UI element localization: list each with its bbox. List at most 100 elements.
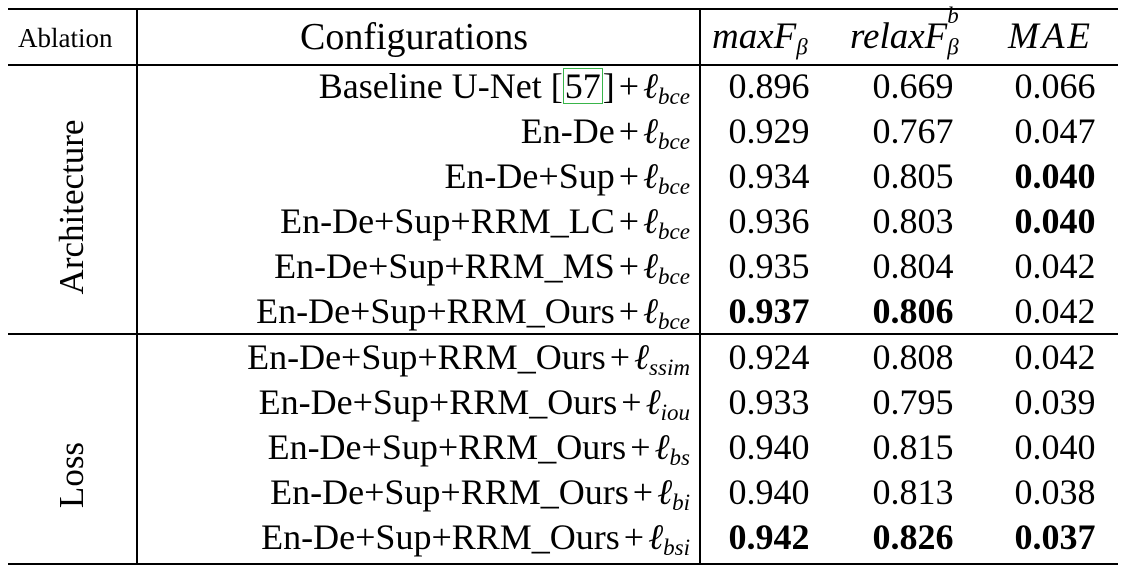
loss-subscript: ssim: [649, 353, 690, 380]
plus-sign: +: [621, 382, 642, 422]
value-mae: 0.047: [1014, 111, 1096, 151]
value-relaxf: 0.813: [872, 472, 954, 512]
header-maxf: maxFβ: [712, 18, 808, 59]
value-relaxf: 0.669: [872, 66, 954, 106]
plus-sign: +: [618, 246, 640, 286]
config-name: En-De+Sup+RRM_Ours: [258, 382, 618, 422]
plus-sign: +: [609, 337, 631, 377]
loss-term: ℓbce: [643, 201, 690, 244]
header-relaxf: relaxF b β: [850, 4, 959, 60]
value-mae: 0.037: [1014, 517, 1096, 557]
value-maxf: 0.933: [728, 382, 810, 422]
config-name: En-De: [520, 111, 615, 151]
header-relaxf-sup: b: [947, 3, 959, 29]
config-name: En-De+Sup+RRM_Ours: [256, 291, 615, 331]
header-maxf-base: maxF: [712, 16, 797, 57]
header-ablation: Ablation: [18, 23, 113, 53]
header-configurations: Configurations: [300, 16, 528, 58]
config-cell: En-De + ℓbce: [521, 113, 690, 153]
loss-subscript: bce: [658, 307, 690, 334]
value-mae: 0.040: [1014, 156, 1096, 196]
config-name-suffix: ]: [602, 66, 615, 106]
value-mae: 0.042: [1014, 246, 1096, 286]
plus-sign: +: [618, 291, 640, 331]
loss-symbol: ℓ: [643, 111, 659, 151]
loss-subscript: bsi: [663, 533, 690, 560]
loss-term: ℓbs: [655, 427, 690, 470]
group-rule: [8, 333, 1118, 335]
bottom-rule: [8, 563, 1118, 565]
loss-subscript: bce: [658, 127, 690, 154]
config-cell: En-De+Sup+RRM_Ours + ℓbsi: [261, 519, 690, 559]
config-cell: En-De+Sup+RRM_Ours + ℓbi: [270, 474, 690, 514]
value-relaxf: 0.805: [872, 156, 954, 196]
config-name: Baseline U-Net [: [318, 66, 563, 106]
loss-symbol: ℓ: [634, 337, 650, 377]
header-rule: [8, 64, 1118, 66]
value-maxf: 0.940: [728, 427, 810, 467]
citation-link[interactable]: 57: [562, 66, 603, 106]
value-relaxf: 0.795: [872, 382, 954, 422]
loss-symbol: ℓ: [645, 382, 661, 422]
header-mae: MAE: [1008, 16, 1094, 57]
value-mae: 0.040: [1014, 201, 1096, 241]
config-name: En-De+Sup+RRM_MS: [274, 246, 615, 286]
loss-symbol: ℓ: [643, 201, 659, 241]
value-relaxf: 0.808: [872, 337, 954, 377]
col-divider-config: [699, 8, 701, 565]
loss-symbol: ℓ: [648, 517, 664, 557]
loss-term: ℓbce: [643, 291, 690, 334]
value-relaxf: 0.826: [872, 517, 954, 557]
config-cell: Baseline U-Net [57] + ℓbce: [319, 68, 690, 108]
loss-term: ℓssim: [634, 337, 690, 380]
loss-subscript: bce: [658, 217, 690, 244]
value-relaxf: 0.804: [872, 246, 954, 286]
loss-subscript: bce: [658, 82, 690, 109]
loss-term: ℓbce: [643, 246, 690, 289]
plus-sign: +: [618, 66, 640, 106]
header-relaxf-sub: β: [947, 34, 959, 60]
loss-term: ℓbce: [643, 156, 690, 197]
value-maxf: 0.942: [728, 517, 810, 557]
plus-sign: +: [618, 201, 640, 241]
loss-subscript: bce: [658, 262, 690, 289]
loss-symbol: ℓ: [643, 156, 659, 196]
config-name: En-De+Sup+RRM_Ours: [261, 517, 620, 557]
loss-term: ℓbce: [643, 111, 690, 154]
config-name: En-De+Sup: [444, 156, 615, 196]
value-mae: 0.066: [1014, 66, 1096, 106]
value-maxf: 0.940: [728, 472, 810, 512]
loss-term: ℓiou: [645, 382, 690, 425]
loss-term: ℓbi: [657, 472, 690, 515]
config-name: En-De+Sup+RRM_LC: [280, 201, 615, 241]
config-cell: En-De+Sup + ℓbce: [444, 158, 690, 198]
config-name: En-De+Sup+RRM_Ours: [247, 337, 606, 377]
config-cell: En-De+Sup+RRM_LC + ℓbce: [280, 203, 690, 243]
loss-symbol: ℓ: [643, 291, 659, 331]
value-maxf: 0.937: [728, 291, 810, 331]
value-mae: 0.039: [1014, 382, 1096, 422]
header-maxf-sub: β: [796, 34, 808, 60]
value-maxf: 0.934: [728, 156, 810, 196]
plus-sign: +: [630, 427, 651, 467]
value-relaxf: 0.806: [872, 291, 954, 331]
config-name: En-De+Sup+RRM_Ours: [270, 472, 629, 512]
loss-subscript: bs: [669, 443, 690, 470]
loss-term: ℓbce: [643, 66, 690, 109]
config-cell: En-De+Sup+RRM_Ours + ℓiou: [259, 384, 690, 424]
plus-sign: +: [632, 472, 654, 512]
value-relaxf: 0.767: [872, 111, 954, 151]
col-divider-ablation: [136, 8, 138, 565]
loss-subscript: iou: [660, 398, 690, 425]
value-mae: 0.042: [1014, 337, 1096, 377]
config-cell: En-De+Sup+RRM_Ours + ℓbce: [256, 293, 690, 333]
header-relaxf-base: relaxF: [850, 16, 948, 57]
loss-symbol: ℓ: [657, 472, 673, 512]
config-cell: En-De+Sup+RRM_Ours + ℓbs: [268, 429, 690, 469]
value-maxf: 0.936: [728, 201, 810, 241]
value-mae: 0.038: [1014, 472, 1096, 512]
loss-symbol: ℓ: [643, 66, 659, 106]
value-relaxf: 0.803: [872, 201, 954, 241]
loss-subscript: bi: [672, 488, 690, 515]
value-maxf: 0.896: [728, 66, 810, 106]
